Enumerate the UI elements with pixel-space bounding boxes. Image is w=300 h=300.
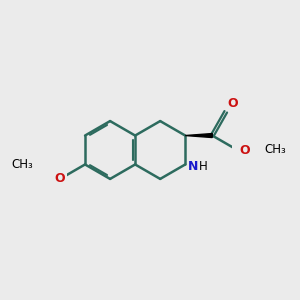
Polygon shape [185, 134, 212, 137]
Text: O: O [239, 143, 250, 157]
Text: O: O [228, 97, 238, 110]
Text: CH₃: CH₃ [264, 143, 286, 156]
Text: H: H [199, 160, 208, 172]
Text: N: N [188, 160, 198, 172]
Text: CH₃: CH₃ [11, 158, 33, 171]
Text: O: O [55, 172, 65, 185]
